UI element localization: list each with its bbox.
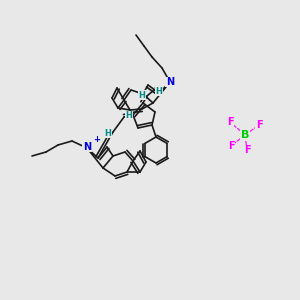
Text: +: + (94, 136, 100, 145)
Text: H: H (139, 91, 145, 100)
Text: H: H (105, 128, 111, 137)
Text: F: F (256, 120, 262, 130)
Text: B: B (241, 130, 249, 140)
Text: N: N (166, 77, 174, 87)
Text: F: F (244, 145, 250, 155)
Text: F: F (228, 141, 234, 151)
Text: H: H (156, 86, 162, 95)
Text: H: H (126, 112, 132, 121)
Text: F: F (227, 117, 233, 127)
Text: N: N (83, 142, 91, 152)
